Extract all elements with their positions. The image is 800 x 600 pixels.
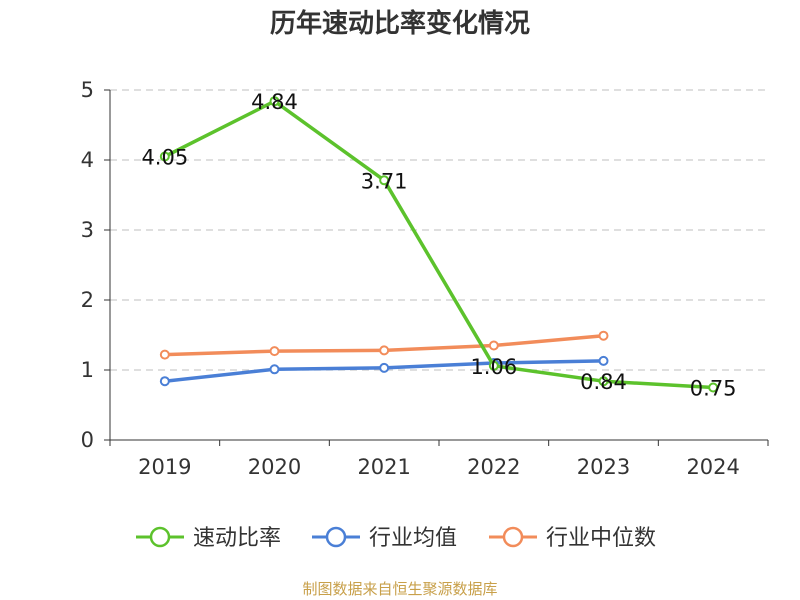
data-labels: 4.05 4.84 3.71 1.06 0.84 0.75 xyxy=(141,90,736,400)
y-tick-label: 4 xyxy=(81,148,94,172)
data-point xyxy=(488,340,499,351)
legend-label: 速动比率 xyxy=(193,526,281,551)
data-point xyxy=(269,364,280,375)
series-group xyxy=(159,96,719,393)
data-label: 0.75 xyxy=(690,377,737,401)
x-tick-label: 2022 xyxy=(467,455,520,479)
data-label: 4.05 xyxy=(141,146,188,170)
data-point xyxy=(708,382,719,393)
x-tick-label: 2020 xyxy=(248,455,301,479)
data-label: 3.71 xyxy=(361,169,408,193)
legend-label: 行业均值 xyxy=(369,526,457,551)
data-point xyxy=(159,349,170,360)
data-point xyxy=(159,376,170,387)
legend-label: 行业中位数 xyxy=(546,526,656,551)
data-point xyxy=(159,151,170,162)
data-point xyxy=(598,376,609,387)
y-tick-label: 5 xyxy=(81,78,94,102)
footer-source: 制图数据来自恒生聚源数据库 xyxy=(302,580,497,598)
grid-lines xyxy=(110,89,768,371)
axes: 0 1 2 3 4 5 2019 2020 2021 2022 2023 2024 xyxy=(81,78,769,479)
x-tick-label: 2024 xyxy=(686,455,739,479)
data-label: 4.84 xyxy=(251,90,298,114)
data-label: 0.84 xyxy=(580,370,627,394)
data-point xyxy=(269,346,280,357)
data-point xyxy=(379,362,390,373)
x-tick-label: 2021 xyxy=(357,455,410,479)
series-line xyxy=(164,99,714,390)
data-point xyxy=(488,360,499,371)
legend-marker xyxy=(325,526,347,548)
x-tick-label: 2023 xyxy=(577,455,630,479)
y-tick-label: 3 xyxy=(81,218,94,242)
legend-marker xyxy=(502,526,524,548)
data-point xyxy=(269,96,280,107)
chart-title: 历年速动比率变化情况 xyxy=(270,8,530,39)
legend-marker xyxy=(149,526,171,548)
data-point xyxy=(598,330,609,341)
data-point xyxy=(379,345,390,356)
data-point xyxy=(379,175,390,186)
y-tick-label: 1 xyxy=(81,358,94,382)
data-point xyxy=(598,355,609,366)
y-tick-label: 2 xyxy=(81,288,94,312)
x-tick-label: 2019 xyxy=(138,455,191,479)
legend: 速动比率 行业均值 行业中位数 xyxy=(136,526,656,551)
y-tick-label: 0 xyxy=(81,428,94,452)
data-label: 1.06 xyxy=(470,355,517,379)
